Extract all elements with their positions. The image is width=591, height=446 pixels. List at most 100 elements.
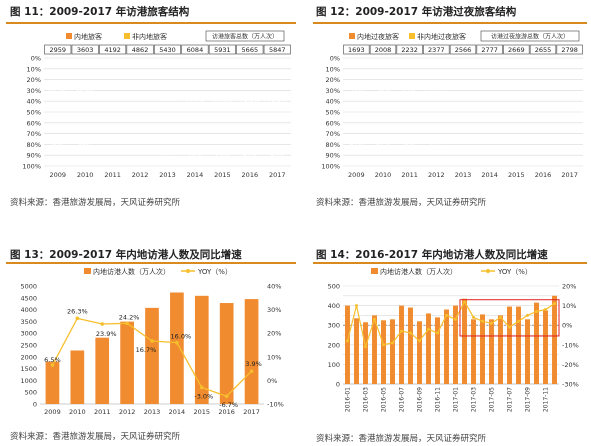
total-box [71,44,99,55]
bar [462,298,467,384]
totals-legend-label: 访港旅客总数（万人次） [212,33,278,41]
x-tick-label: 2017 [561,171,578,179]
data-label: 63.0% [76,90,95,97]
yoy-point [544,308,547,312]
data-label: 69% [483,93,497,100]
data-label: 39% [403,142,417,149]
title-rule [313,22,587,24]
x-tick-label: 2016-07 [399,387,406,412]
title-rule [6,22,296,24]
yoy-point [508,325,511,329]
bar [381,320,386,384]
legend-swatch [371,268,378,274]
x-tick-label: 2017 [269,171,286,179]
bar [345,305,350,384]
yoy-point [355,304,358,308]
yoy-point [75,316,80,321]
legend-marker [186,269,190,273]
bar [219,303,234,404]
y-tick-label: 4500 [20,294,37,302]
legend-label: 内地旅客 [74,32,102,41]
chart-title: 图 14：2016-2017 年内地访港人数及同比增速 [316,249,548,261]
y-tick-label: 40% [27,98,41,106]
data-label: 77.7% [185,97,204,104]
y-tick-label: 2500 [20,342,37,350]
y-tick-label: 40% [326,98,340,106]
yoy-point [249,369,254,373]
legend-label: 非内地旅客 [132,32,167,41]
bar [453,305,458,384]
total-box [476,44,503,55]
yoy-point [373,317,376,321]
source-note: 资料来源：香港旅游发展局，天风证券研究所 [316,198,487,208]
total-box [99,44,127,55]
data-label: 65.4% [533,91,552,98]
data-label: 28% [133,148,147,155]
x-tick-label: 2010 [77,171,94,179]
x-tick-label: 2014 [187,171,204,179]
total-label: 2777 [481,46,498,54]
y-tick-label: 90% [326,152,340,160]
y-tick-label: 100% [321,163,340,171]
yoy-line [346,300,555,350]
x-tick-label: 2013 [159,171,176,179]
totals-legend-box [205,30,285,42]
bar [417,321,422,384]
yoy-point [346,339,349,343]
y-tick-label: 4000 [20,306,37,314]
yoy-point [499,315,502,319]
total-label: 5665 [242,46,259,54]
x-tick-label: 2017-03 [471,387,478,412]
yoy-point [436,331,439,335]
y2-tick-label: 30% [267,306,281,314]
data-label: 75.0% [158,96,177,103]
yoy-data-label: 23.9% [96,330,117,338]
data-label: 36% [430,144,444,151]
yoy-point [472,315,475,319]
y2-tick-label: 40% [267,283,281,291]
data-label: 75.5% [240,96,259,103]
legend-label: 非内地过夜旅客 [417,32,466,41]
bar [507,306,512,384]
y2-tick-label: -30% [562,381,579,389]
data-label: 58% [376,87,390,94]
total-box [181,44,209,55]
yoy-point [100,322,105,326]
data-label: 34% [563,145,577,152]
bar [489,319,494,384]
y-tick-label: 30% [27,87,41,95]
data-label: 67% [510,92,524,99]
bar-line-chart-fig14: 0 100 200 300 400 500 -30% -20% -10% 0% 10% 20% 内地访港… [328,267,579,412]
bar [525,319,530,384]
yoy-point [445,313,448,317]
total-box [556,44,583,55]
x-tick-label: 2011 [104,171,121,179]
y-tick-label: 3500 [20,318,37,326]
y-tick-label: 20% [27,76,41,84]
stacked-bar-chart-fig11: 0% 10% 20% 30% 40% 50% 60% 70% 80% 90% 100% 内地旅客 非内地… [22,30,291,179]
total-label: 1693 [348,46,365,54]
data-label: 33% [456,146,470,153]
yoy-point [400,329,403,333]
bar [534,302,539,384]
total-label: 2566 [455,46,472,54]
yoy-data-label: 3.9% [245,360,262,368]
source-note: 资料来源：香港旅游发展局，天风证券研究所 [316,434,487,444]
x-tick-label: 2017 [243,408,260,416]
x-tick-label: 2016 [242,171,259,179]
data-label: 67% [456,92,470,99]
legend-swatch [124,33,130,39]
total-label: 4192 [104,46,121,54]
data-label: 22% [188,151,202,158]
bar [552,295,557,384]
y-tick-label: 20% [326,76,340,84]
legend-label: YOY（%） [497,268,532,276]
x-tick-label: 2012 [428,171,445,179]
y-tick-label: 10% [27,65,41,73]
x-tick-label: 2012 [132,171,149,179]
x-tick-label: 2009 [44,408,61,416]
title-rule [6,262,296,264]
bar [498,315,503,384]
y-tick-label: 50% [326,109,340,117]
x-tick-label: 2013 [455,171,472,179]
